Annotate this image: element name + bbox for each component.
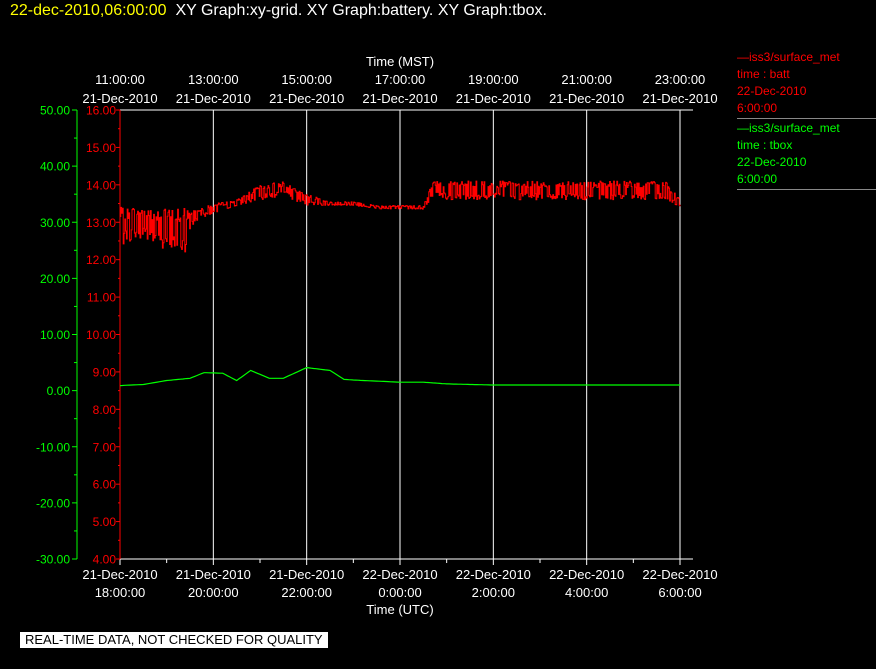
bottom-tick-label-time: 20:00:00	[188, 585, 239, 600]
inner-y-tick-label: 6.00	[93, 478, 117, 492]
bottom-tick-label-date: 21-Dec-2010	[269, 567, 344, 582]
top-tick-label-time: 11:00:00	[95, 72, 145, 87]
legend-variable: time : tbox	[737, 138, 793, 152]
chart-header: 22-dec-2010,06:00:00 XY Graph:xy-grid. X…	[10, 2, 547, 20]
inner-y-tick-label: 16.00	[86, 104, 116, 118]
axes: 11:00:00 21-Dec-2010 21-Dec-2010 18:00:00 13…	[36, 72, 718, 600]
inner-y-tick-label: 8.00	[93, 403, 117, 417]
bottom-tick-label-date: 22-Dec-2010	[456, 567, 531, 582]
series-line-batt	[120, 180, 681, 253]
top-tick-label-time: 19:00:00	[468, 72, 519, 87]
header-datetime: 22-dec-2010,06:00:00	[10, 2, 167, 19]
bottom-tick-label-date: 21-Dec-2010	[176, 567, 251, 582]
inner-y-tick-label: 15.00	[86, 141, 116, 155]
series-line-tbox	[119, 366, 680, 387]
bottom-tick-label-date: 22-Dec-2010	[642, 567, 717, 582]
top-tick-label-date: 21-Dec-2010	[456, 91, 531, 106]
inner-y-tick-label: 12.00	[86, 253, 116, 267]
bottom-tick-label-time: 2:00:00	[472, 585, 515, 600]
bottom-tick-label-date: 22-Dec-2010	[549, 567, 624, 582]
legend-time: 6:00:00	[737, 101, 778, 115]
legend-variable: time : batt	[737, 67, 790, 81]
inner-y-tick-label: 14.00	[86, 178, 116, 192]
outer-y-tick-label: 20.00	[40, 272, 70, 286]
outer-y-tick-label: 50.00	[40, 104, 70, 118]
bottom-tick-label-time: 18:00:00	[95, 585, 146, 600]
outer-y-tick-label: 30.00	[40, 216, 70, 230]
legend-time: 6:00:00	[737, 172, 778, 186]
grid-lines	[120, 109, 693, 560]
quality-disclaimer: REAL-TIME DATA, NOT CHECKED FOR QUALITY	[20, 632, 328, 648]
plot-series	[119, 180, 681, 387]
outer-y-tick-label: 40.00	[40, 160, 70, 174]
top-tick-label-date: 21-Dec-2010	[549, 91, 624, 106]
legend-title: —iss3/surface_met	[737, 50, 840, 64]
top-axis-title: Time (MST)	[366, 54, 434, 69]
outer-y-tick-label: 10.00	[40, 328, 70, 342]
bottom-tick-label-date: 22-Dec-2010	[362, 567, 437, 582]
bottom-tick-label-time: 22:00:00	[281, 585, 332, 600]
top-tick-label-date: 21-Dec-2010	[269, 91, 344, 106]
inner-y-tick-label: 4.00	[93, 553, 117, 567]
legend-date: 22-Dec-2010	[737, 155, 807, 169]
top-tick-label-time: 13:00:00	[188, 72, 239, 87]
bottom-tick-label-date: 21-Dec-2010	[82, 567, 157, 582]
top-tick-label-time: 15:00:00	[281, 72, 332, 87]
top-tick-label-date: 21-Dec-2010	[82, 91, 157, 106]
top-tick-label-time: 21:00:00	[561, 72, 612, 87]
inner-y-tick-label: 13.00	[86, 216, 116, 230]
bottom-tick-label-time: 0:00:00	[378, 585, 421, 600]
outer-y-tick-label: 0.00	[47, 384, 71, 398]
inner-y-tick-label: 10.00	[86, 328, 116, 342]
legend-entry-batt: —iss3/surface_met time : batt 22-Dec-201…	[737, 48, 876, 119]
bottom-tick-label-time: 6:00:00	[658, 585, 701, 600]
top-tick-label-date: 21-Dec-2010	[642, 91, 717, 106]
inner-y-tick-label: 11.00	[87, 291, 116, 305]
legend-date: 22-Dec-2010	[737, 84, 807, 98]
top-tick-label-time: 23:00:00	[655, 72, 706, 87]
legend: —iss3/surface_met time : batt 22-Dec-201…	[737, 48, 876, 190]
bottom-tick-label-time: 4:00:00	[565, 585, 608, 600]
bottom-axis-title: Time (UTC)	[366, 602, 433, 617]
inner-y-tick-label: 9.00	[93, 365, 117, 379]
outer-y-tick-label: -30.00	[36, 553, 70, 567]
legend-entry-tbox: —iss3/surface_met time : tbox 22-Dec-201…	[737, 119, 876, 190]
outer-y-tick-label: -20.00	[36, 496, 70, 510]
top-tick-label-date: 21-Dec-2010	[362, 91, 437, 106]
outer-y-tick-label: -10.00	[36, 440, 70, 454]
legend-title: —iss3/surface_met	[737, 121, 840, 135]
top-tick-label-time: 17:00:00	[375, 72, 426, 87]
inner-y-tick-label: 5.00	[93, 515, 117, 529]
header-graph-list: XY Graph:xy-grid. XY Graph:battery. XY G…	[175, 2, 547, 19]
inner-y-tick-label: 7.00	[93, 440, 117, 454]
top-tick-label-date: 21-Dec-2010	[176, 91, 251, 106]
